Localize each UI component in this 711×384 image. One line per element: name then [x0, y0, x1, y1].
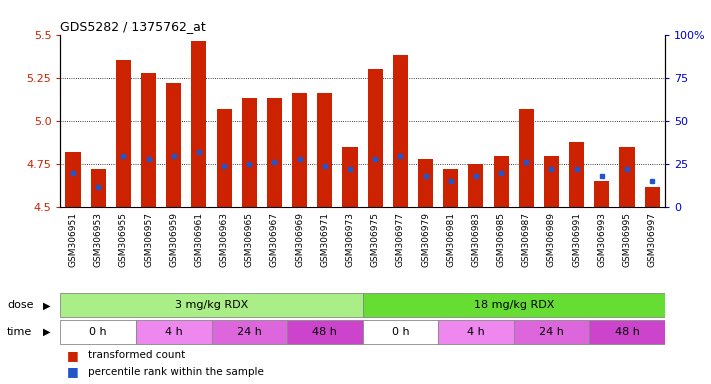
- Bar: [287, 320, 363, 344]
- Text: 48 h: 48 h: [312, 327, 337, 337]
- Bar: [136, 320, 212, 344]
- Bar: [418, 159, 433, 207]
- Bar: [141, 73, 156, 207]
- Bar: [317, 93, 333, 207]
- Bar: [60, 320, 136, 344]
- Text: 24 h: 24 h: [539, 327, 564, 337]
- Text: 0 h: 0 h: [90, 327, 107, 337]
- Text: GSM306991: GSM306991: [572, 212, 581, 266]
- Text: GDS5282 / 1375762_at: GDS5282 / 1375762_at: [60, 20, 206, 33]
- Text: GSM306987: GSM306987: [522, 212, 531, 266]
- Text: GSM306993: GSM306993: [597, 212, 606, 266]
- Bar: [343, 147, 358, 207]
- Bar: [65, 152, 80, 207]
- Text: GSM306989: GSM306989: [547, 212, 556, 266]
- Bar: [619, 147, 635, 207]
- Text: 4 h: 4 h: [467, 327, 485, 337]
- Text: GSM306953: GSM306953: [94, 212, 102, 266]
- Bar: [443, 169, 459, 207]
- Text: GSM306973: GSM306973: [346, 212, 355, 266]
- Text: dose: dose: [7, 300, 33, 310]
- Bar: [166, 83, 181, 207]
- Bar: [212, 320, 287, 344]
- Text: ■: ■: [67, 365, 78, 378]
- Bar: [645, 187, 660, 207]
- Bar: [191, 41, 206, 207]
- Text: 48 h: 48 h: [614, 327, 639, 337]
- Bar: [363, 320, 438, 344]
- Text: GSM306995: GSM306995: [623, 212, 631, 266]
- Bar: [469, 164, 483, 207]
- Bar: [594, 181, 609, 207]
- Bar: [363, 293, 665, 317]
- Bar: [267, 99, 282, 207]
- Text: GSM306981: GSM306981: [447, 212, 455, 266]
- Bar: [569, 142, 584, 207]
- Bar: [544, 156, 559, 207]
- Text: GSM306961: GSM306961: [194, 212, 203, 266]
- Text: GSM306959: GSM306959: [169, 212, 178, 266]
- Text: 24 h: 24 h: [237, 327, 262, 337]
- Text: 18 mg/kg RDX: 18 mg/kg RDX: [474, 300, 554, 310]
- Bar: [493, 156, 508, 207]
- Bar: [292, 93, 307, 207]
- Text: 3 mg/kg RDX: 3 mg/kg RDX: [175, 300, 248, 310]
- Text: GSM306963: GSM306963: [220, 212, 229, 266]
- Bar: [438, 320, 514, 344]
- Text: GSM306951: GSM306951: [68, 212, 77, 266]
- Text: GSM306985: GSM306985: [496, 212, 506, 266]
- Text: 4 h: 4 h: [165, 327, 183, 337]
- Text: GSM306965: GSM306965: [245, 212, 254, 266]
- Bar: [393, 55, 408, 207]
- Text: GSM306967: GSM306967: [270, 212, 279, 266]
- Bar: [514, 320, 589, 344]
- Text: percentile rank within the sample: percentile rank within the sample: [87, 366, 264, 377]
- Text: GSM306971: GSM306971: [321, 212, 329, 266]
- Bar: [60, 293, 363, 317]
- Text: GSM306969: GSM306969: [295, 212, 304, 266]
- Text: GSM306983: GSM306983: [471, 212, 481, 266]
- Text: ▶: ▶: [43, 327, 50, 337]
- Bar: [589, 320, 665, 344]
- Text: ▶: ▶: [43, 300, 50, 310]
- Text: ■: ■: [67, 349, 78, 362]
- Text: GSM306997: GSM306997: [648, 212, 657, 266]
- Bar: [116, 61, 131, 207]
- Text: GSM306975: GSM306975: [370, 212, 380, 266]
- Bar: [368, 69, 383, 207]
- Text: time: time: [7, 327, 33, 337]
- Text: 0 h: 0 h: [392, 327, 410, 337]
- Bar: [242, 99, 257, 207]
- Bar: [519, 109, 534, 207]
- Text: GSM306979: GSM306979: [421, 212, 430, 266]
- Text: GSM306977: GSM306977: [396, 212, 405, 266]
- Text: GSM306955: GSM306955: [119, 212, 128, 266]
- Bar: [217, 109, 232, 207]
- Bar: [91, 169, 106, 207]
- Text: transformed count: transformed count: [87, 350, 185, 360]
- Text: GSM306957: GSM306957: [144, 212, 153, 266]
